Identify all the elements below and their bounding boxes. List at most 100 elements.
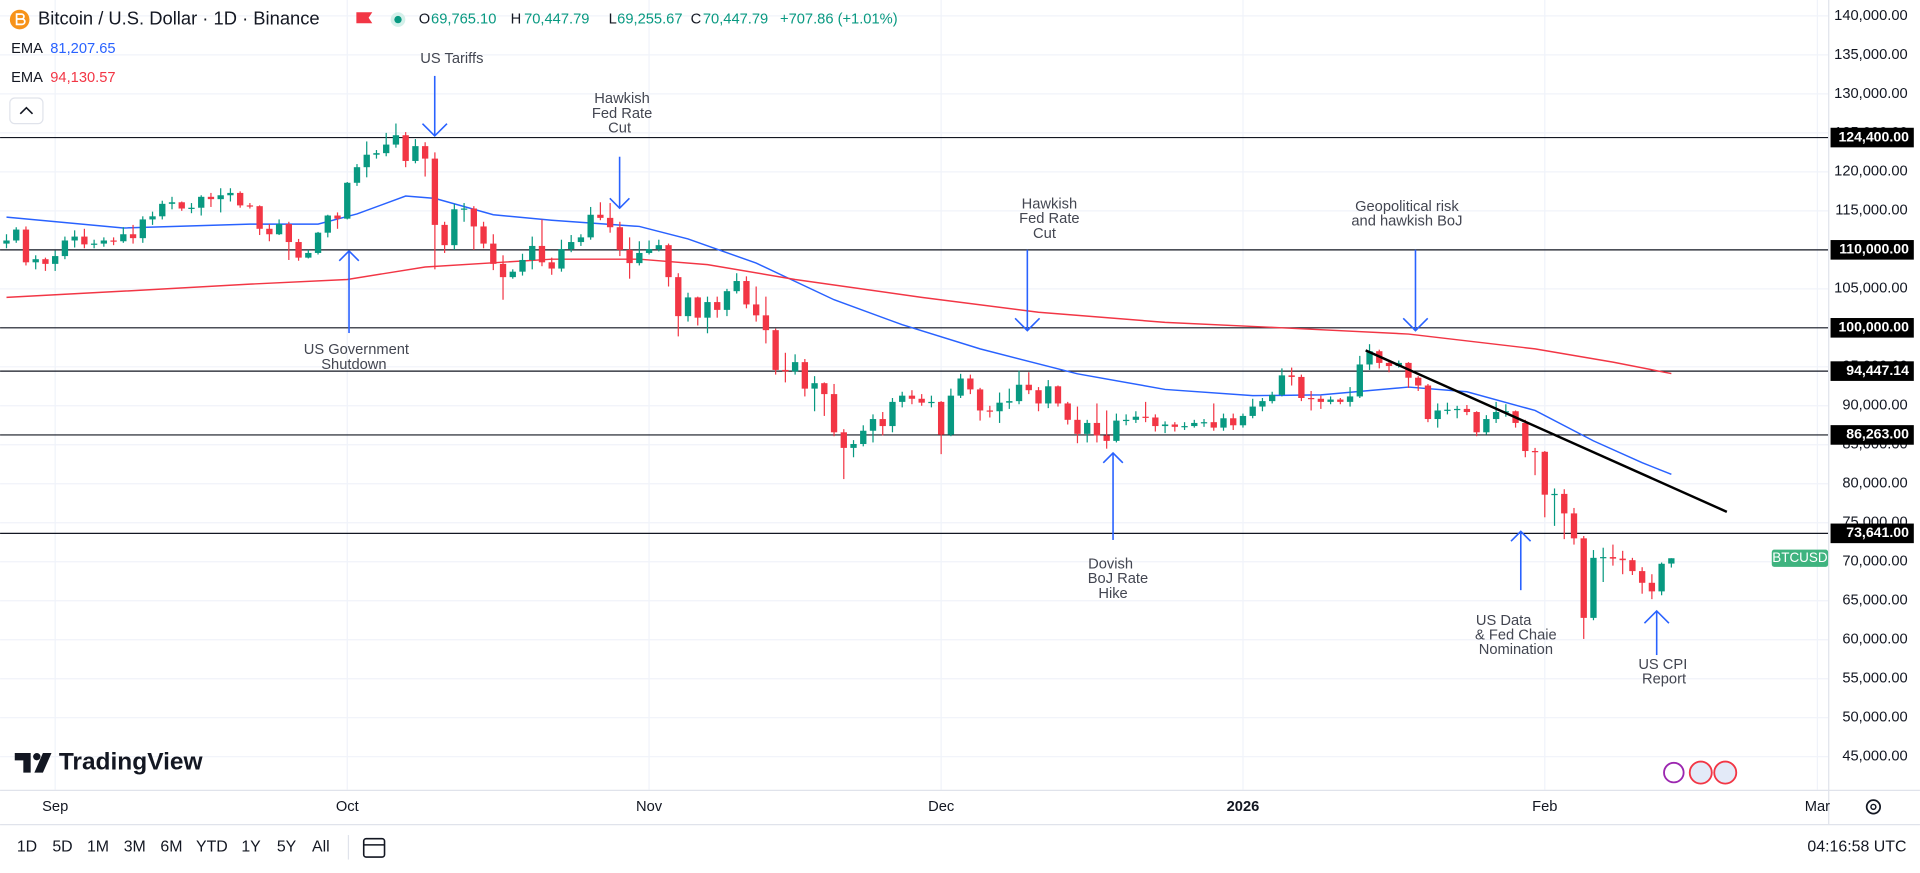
period-button[interactable]: 6M	[160, 838, 182, 855]
candle-body	[1269, 394, 1276, 402]
status-dot	[394, 15, 402, 24]
candle-body	[1444, 409, 1451, 411]
candle-body	[519, 259, 526, 272]
period-button[interactable]: 5D	[52, 838, 72, 855]
candle-body	[889, 401, 896, 427]
candle-body	[188, 207, 195, 209]
y-tick-label: 105,000.00	[1834, 281, 1908, 297]
candle-body	[1327, 399, 1334, 402]
x-tick-label: Dec	[928, 799, 954, 815]
logo: TradingView	[14, 748, 203, 775]
period-button[interactable]: 1D	[17, 838, 37, 855]
level-badge	[1830, 240, 1914, 260]
candle-body	[723, 291, 731, 310]
ohlc: O69,765.10 H 70,447.79 L69,255.67 C 70,447…	[419, 11, 898, 27]
annotation: Geopolitical risk and hawkish BoJ	[1351, 199, 1462, 230]
flag-icon[interactable]	[356, 12, 373, 24]
annotation-line: BoJ Rate	[1088, 571, 1148, 587]
candle-body	[363, 154, 370, 168]
candle-body	[801, 362, 809, 389]
candle-body	[1424, 385, 1432, 420]
candle-body	[1035, 390, 1042, 404]
y-tick-label: 60,000.00	[1842, 632, 1907, 648]
candle-body	[1006, 401, 1013, 403]
annotation: Dovish BoJ Rate Hike	[1088, 556, 1148, 601]
candle-body	[198, 196, 205, 208]
level-label: 86,263.00	[1846, 426, 1909, 442]
ohlc-key: C	[691, 11, 702, 27]
candle-body	[1298, 376, 1305, 398]
candle-body	[490, 243, 497, 264]
candle-body	[1453, 408, 1461, 411]
candle-body	[1522, 422, 1529, 452]
time-axis-bg	[0, 790, 1920, 873]
candle-body	[587, 214, 594, 238]
candle-body	[509, 271, 516, 278]
icon[interactable]	[1663, 761, 1685, 784]
candle-body	[81, 236, 88, 245]
candle-body	[1492, 412, 1500, 420]
collapse-icon	[19, 106, 34, 115]
candle-body	[1307, 397, 1315, 400]
period-button[interactable]: YTD	[196, 838, 228, 855]
candle-body	[1122, 419, 1130, 422]
candle-body	[840, 432, 847, 448]
candle-body	[1629, 560, 1636, 572]
candle-body	[1541, 451, 1548, 495]
candle-body	[636, 252, 643, 264]
annotation-line: Shutdown	[321, 357, 386, 373]
settings-icon[interactable]	[1865, 799, 1881, 815]
level-badge	[1830, 361, 1914, 381]
candle-body	[3, 240, 10, 244]
candle-body	[675, 277, 682, 317]
candle-body	[947, 395, 955, 435]
calendar-icon[interactable]	[362, 837, 386, 858]
candle-body	[1580, 538, 1587, 618]
annotation-line: Geopolitical risk	[1355, 199, 1459, 215]
period-button[interactable]: 5Y	[277, 838, 297, 855]
legend-name: EMA	[11, 41, 43, 57]
candle-body	[1161, 424, 1169, 427]
candle-body	[295, 242, 302, 258]
candle-body	[645, 249, 653, 253]
ema-line	[6, 258, 1672, 375]
candle-body	[577, 237, 585, 243]
icon[interactable]	[1713, 760, 1738, 785]
icon[interactable]	[1688, 760, 1713, 785]
candle-body	[246, 205, 254, 207]
candle-body	[918, 398, 925, 403]
candle-body	[733, 281, 740, 292]
y-tick-label: 55,000.00	[1842, 671, 1907, 687]
candle-body	[597, 214, 604, 218]
annotation-line: & Fed Chaie	[1475, 627, 1557, 643]
arrow-head	[338, 249, 360, 262]
period-button[interactable]: 1M	[87, 838, 109, 855]
annotation: US Tariffs	[420, 51, 483, 67]
candle-body	[1249, 406, 1256, 416]
period-button[interactable]: 3M	[124, 838, 146, 855]
candle-body	[1093, 422, 1101, 436]
candle-body	[821, 383, 828, 395]
collapse-button[interactable]	[9, 97, 44, 125]
ohlc-key: H	[511, 11, 522, 27]
candle-body	[1015, 384, 1023, 402]
annotation-line: US Government	[304, 342, 409, 358]
candle-body	[441, 224, 448, 246]
annotation-line: Hawkish	[594, 91, 650, 107]
period-button[interactable]: All	[312, 838, 330, 855]
candle-body	[431, 158, 439, 225]
candle-body	[110, 240, 117, 242]
annotation-line: US Tariffs	[420, 51, 483, 67]
candle-body	[61, 240, 69, 257]
y-tick-label: 90,000.00	[1842, 398, 1907, 414]
candle-body	[1648, 582, 1656, 592]
annotation: US Data & Fed Chaie Nomination	[1475, 613, 1557, 658]
candle-body	[791, 362, 799, 372]
period-button[interactable]: 1Y	[241, 838, 261, 855]
candle-body	[499, 263, 507, 278]
price-badge	[1771, 549, 1829, 567]
legend-value: 81,207.65	[50, 41, 115, 57]
candle-body	[139, 219, 146, 239]
